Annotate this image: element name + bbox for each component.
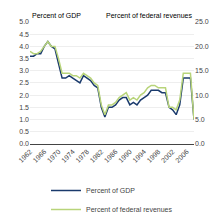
svg-text:2006: 2006 [174, 148, 190, 164]
svg-text:4.0: 4.0 [19, 43, 29, 50]
svg-text:Percent of federal revenues: Percent of federal revenues [86, 206, 172, 213]
svg-text:0.5: 0.5 [19, 128, 29, 135]
svg-text:1978: 1978 [74, 148, 90, 164]
svg-text:1.0: 1.0 [19, 116, 29, 123]
svg-text:Percent of federal revenues: Percent of federal revenues [106, 12, 192, 19]
svg-text:5.0: 5.0 [19, 18, 29, 25]
svg-text:1962: 1962 [17, 148, 33, 164]
svg-text:1.5: 1.5 [19, 104, 29, 111]
svg-text:0.0: 0.0 [195, 140, 205, 147]
svg-text:5.0: 5.0 [195, 116, 205, 123]
svg-text:4.5: 4.5 [19, 31, 29, 38]
svg-text:1998: 1998 [146, 148, 162, 164]
svg-text:1966: 1966 [31, 148, 47, 164]
svg-text:Percent of GDP: Percent of GDP [86, 187, 135, 194]
svg-text:2.0: 2.0 [19, 92, 29, 99]
svg-text:10.0: 10.0 [195, 92, 209, 99]
svg-text:1986: 1986 [103, 148, 119, 164]
svg-text:15.0: 15.0 [195, 67, 209, 74]
svg-text:2.5: 2.5 [19, 79, 29, 86]
svg-text:3.0: 3.0 [19, 67, 29, 74]
svg-text:2002: 2002 [160, 148, 176, 164]
svg-text:3.5: 3.5 [19, 55, 29, 62]
svg-text:1982: 1982 [89, 148, 105, 164]
svg-text:1990: 1990 [117, 148, 133, 164]
svg-text:20.0: 20.0 [195, 43, 209, 50]
svg-text:25.0: 25.0 [195, 18, 209, 25]
svg-text:1974: 1974 [60, 148, 76, 164]
svg-text:Percent of GDP: Percent of GDP [32, 12, 81, 19]
svg-text:1970: 1970 [46, 148, 62, 164]
svg-text:1994: 1994 [131, 148, 147, 164]
svg-text:0.0: 0.0 [19, 140, 29, 147]
